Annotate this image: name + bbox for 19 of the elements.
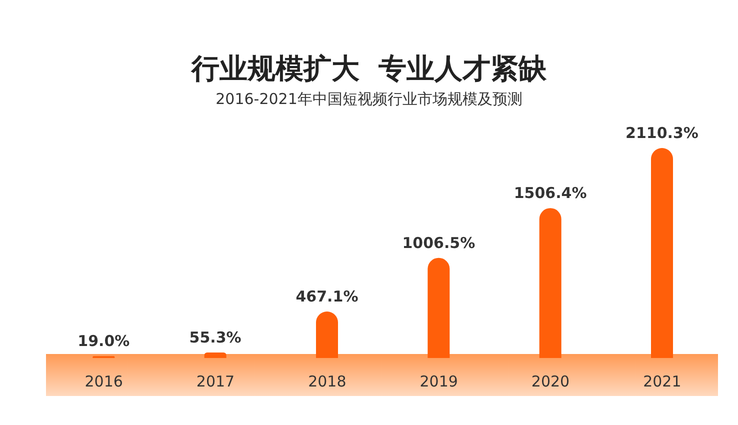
x-tick-label: 2018	[308, 372, 346, 391]
data-label: 467.1%	[296, 288, 358, 306]
chart-title: 行业规模扩大 专业人才紧缺	[190, 51, 548, 87]
x-tick-label: 2020	[531, 372, 570, 391]
x-tick-label: 2021	[643, 372, 682, 391]
bar	[428, 258, 450, 358]
data-label: 2110.3%	[626, 124, 698, 142]
data-label: 19.0%	[78, 332, 130, 350]
bar	[204, 352, 226, 358]
data-label: 1506.4%	[514, 184, 587, 202]
x-tick-label: 2017	[196, 372, 235, 391]
bar	[651, 148, 673, 358]
data-label: 1006.5%	[402, 234, 476, 252]
x-tick-label: 2019	[420, 372, 458, 391]
bar	[539, 208, 562, 358]
bar	[316, 312, 338, 358]
data-label: 55.3%	[189, 328, 242, 346]
x-tick-label: 2016	[84, 372, 123, 391]
chart-subtitle: 2016-2021年中国短视频行业市场规模及预测	[214, 90, 524, 110]
